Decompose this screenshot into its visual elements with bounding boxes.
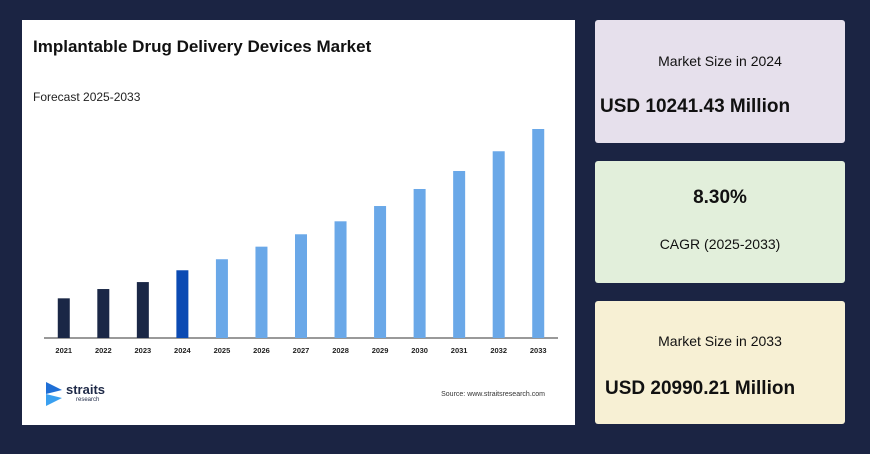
bar-2030 xyxy=(413,188,426,338)
chart-subtitle: Forecast 2025-2033 xyxy=(33,90,141,104)
bar-2024 xyxy=(176,270,189,338)
logo-name: straits xyxy=(66,382,106,397)
bar-2025 xyxy=(215,259,228,338)
bar-2032 xyxy=(492,151,505,338)
x-tick-label-2024: 2024 xyxy=(174,346,192,355)
x-tick-label-2029: 2029 xyxy=(372,346,389,355)
chart-title: Implantable Drug Delivery Devices Market xyxy=(33,37,372,56)
bar-chart: 2021 2022 2023 2024 2025 2026 2027 2028 2029 2030… xyxy=(44,129,558,355)
x-tick-label-2021: 2021 xyxy=(55,346,72,355)
bar-2026 xyxy=(255,246,268,338)
cagr-value: 8.30% xyxy=(693,187,747,208)
bar-2033 xyxy=(532,129,545,338)
x-tick-label-2027: 2027 xyxy=(293,346,310,355)
x-tick-label-2022: 2022 xyxy=(95,346,112,355)
bar-2022 xyxy=(97,289,110,338)
chart-panel: Implantable Drug Delivery Devices Market… xyxy=(22,20,575,425)
market-size-2024-value: USD 10241.43 Million xyxy=(600,96,791,117)
market-size-2024-card: Market Size in 2024 USD 10241.43 Million xyxy=(595,20,845,143)
straits-logo-icon xyxy=(46,382,62,406)
x-tick-label-2025: 2025 xyxy=(214,346,231,355)
bar-2029 xyxy=(374,206,387,338)
market-size-2033-card: Market Size in 2033 USD 20990.21 Million xyxy=(595,301,845,424)
bar-2027 xyxy=(295,234,307,338)
x-tick-label-2023: 2023 xyxy=(135,346,152,355)
bar-2028 xyxy=(334,221,347,338)
x-tick-label-2026: 2026 xyxy=(253,346,270,355)
x-tick-label-2030: 2030 xyxy=(411,346,428,355)
straits-logo: straits research xyxy=(44,380,114,410)
source-note: Source: www.straitsresearch.com xyxy=(441,391,545,398)
x-tick-label-2028: 2028 xyxy=(332,346,349,355)
cagr-label: CAGR (2025-2033) xyxy=(659,236,781,252)
x-tick-label-2032: 2032 xyxy=(490,346,507,355)
x-tick-label-2031: 2031 xyxy=(451,346,468,355)
x-tick-label-2033: 2033 xyxy=(530,346,547,355)
bar-2021 xyxy=(57,298,70,338)
market-size-2033-label: Market Size in 2033 xyxy=(658,333,782,349)
market-size-2024-label: Market Size in 2024 xyxy=(658,53,782,69)
logo-subtitle: research xyxy=(76,397,100,403)
market-size-2033-value: USD 20990.21 Million xyxy=(605,378,796,399)
bar-2031 xyxy=(453,170,466,338)
bar-2023 xyxy=(136,282,149,338)
cagr-card: 8.30% CAGR (2025-2033) xyxy=(595,161,845,283)
